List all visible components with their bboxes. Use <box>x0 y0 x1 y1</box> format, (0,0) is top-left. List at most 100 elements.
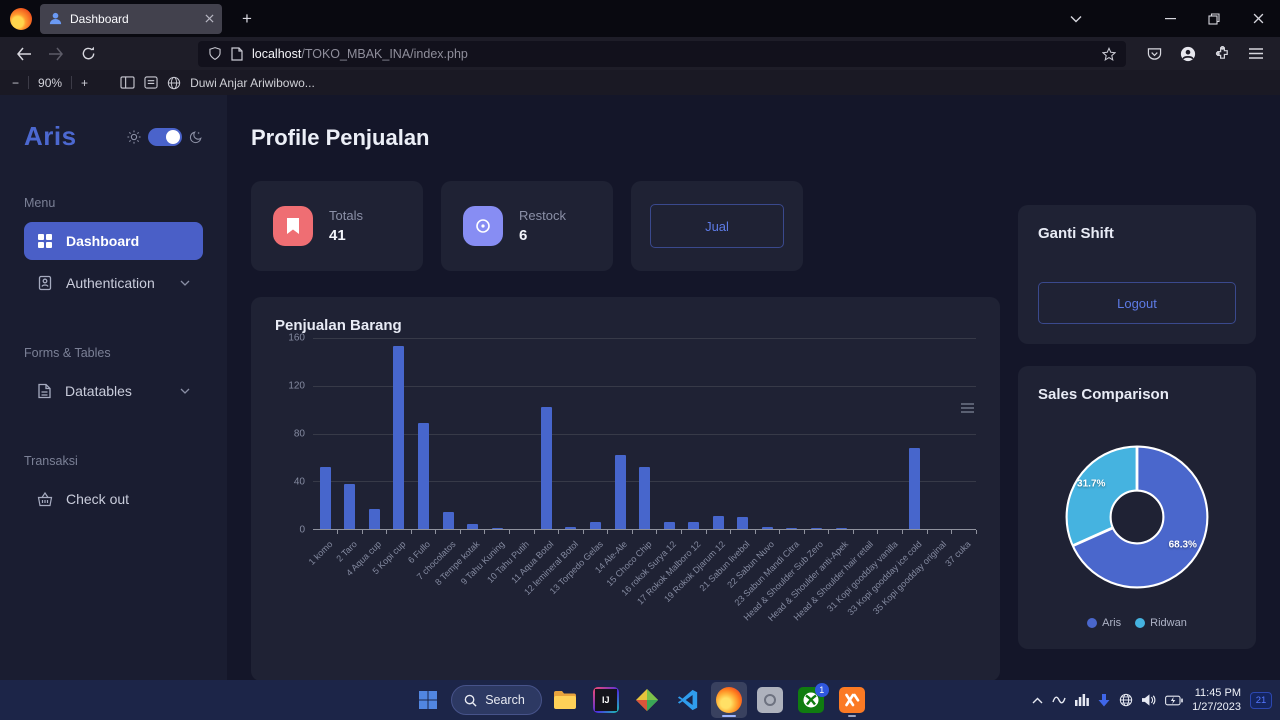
bar[interactable] <box>362 338 387 529</box>
zoom-out-button[interactable]: − <box>12 75 20 90</box>
tray-histogram-icon[interactable] <box>1075 694 1089 706</box>
vscode-icon[interactable] <box>670 682 706 718</box>
x-axis-label: 8 Tempe kotak <box>433 530 485 626</box>
tray-download-arrow-icon[interactable] <box>1098 693 1110 707</box>
bar[interactable] <box>927 338 952 529</box>
window-restore-button[interactable] <box>1192 0 1236 37</box>
bar[interactable] <box>632 338 657 529</box>
chevron-down-icon <box>180 280 190 286</box>
bar[interactable] <box>731 338 756 529</box>
bar[interactable] <box>878 338 903 529</box>
legend-dot <box>1087 618 1098 628</box>
gray-app-icon[interactable] <box>752 682 788 718</box>
bar[interactable] <box>780 338 805 529</box>
bar[interactable] <box>608 338 633 529</box>
y-axis-tick: 0 <box>299 524 305 536</box>
reader-notes-icon[interactable] <box>144 76 158 89</box>
bar[interactable] <box>485 338 510 529</box>
bar[interactable] <box>952 338 977 529</box>
jual-card: Jual <box>631 181 803 271</box>
sidebar-item-datatables[interactable]: Datatables <box>24 372 203 410</box>
firefox-logo-icon <box>10 7 32 30</box>
account-icon[interactable] <box>1174 41 1202 67</box>
y-axis-tick: 40 <box>293 476 305 488</box>
bar[interactable] <box>804 338 829 529</box>
bar[interactable] <box>829 338 854 529</box>
bar[interactable] <box>706 338 731 529</box>
xbox-icon[interactable]: 1 <box>793 682 829 718</box>
donut-chart[interactable]: 31.7% 68.3% <box>1049 429 1225 605</box>
url-bar[interactable]: localhost/TOKO_MBAK_INA/index.php <box>198 40 1126 67</box>
tray-speaker-icon[interactable] <box>1142 694 1156 706</box>
bar[interactable] <box>411 338 436 529</box>
sidebar-section-menu: Menu <box>24 196 56 210</box>
chart-menu-icon[interactable] <box>961 403 974 413</box>
new-tab-button[interactable]: + <box>242 8 252 28</box>
bar[interactable] <box>460 338 485 529</box>
ganti-shift-card: Ganti Shift Logout <box>1018 205 1256 344</box>
page-info-icon[interactable] <box>231 46 243 61</box>
window-close-button[interactable] <box>1236 0 1280 37</box>
bar[interactable] <box>681 338 706 529</box>
bar[interactable] <box>583 338 608 529</box>
x-axis-label: 14 Ale-Ale <box>593 530 633 626</box>
ganti-shift-title: Ganti Shift <box>1038 225 1114 242</box>
extensions-puzzle-icon[interactable] <box>1208 41 1236 67</box>
xampp-icon[interactable] <box>834 682 870 718</box>
bar[interactable] <box>338 338 363 529</box>
tray-squiggle-icon[interactable] <box>1052 695 1066 705</box>
xbox-notification-badge: 1 <box>814 683 829 697</box>
bar[interactable] <box>387 338 412 529</box>
zoom-in-button[interactable]: + <box>81 75 89 90</box>
tray-network-globe-icon[interactable] <box>1119 693 1133 707</box>
firefox-taskbar-icon[interactable] <box>710 682 747 718</box>
diamond-app-icon[interactable] <box>629 682 665 718</box>
bar[interactable] <box>903 338 928 529</box>
start-button[interactable] <box>410 682 446 718</box>
shield-icon[interactable] <box>208 46 222 61</box>
tray-battery-icon[interactable] <box>1165 695 1183 706</box>
tab-close-icon[interactable] <box>205 14 214 23</box>
back-button[interactable] <box>10 41 38 67</box>
jual-button[interactable]: Jual <box>650 204 784 248</box>
bar[interactable] <box>657 338 682 529</box>
x-axis-label: 4 Aqua cup <box>345 530 387 626</box>
sidebar-item-label: Dashboard <box>66 233 140 249</box>
browser-tab-dashboard[interactable]: Dashboard <box>40 3 222 34</box>
dark-mode-toggle[interactable] <box>148 127 182 146</box>
sidebar-item-dashboard[interactable]: Dashboard <box>24 222 203 260</box>
bookmark-star-icon[interactable] <box>1102 46 1116 61</box>
taskbar-clock[interactable]: 11:45 PM 1/27/2023 <box>1192 686 1241 714</box>
zoom-level[interactable]: 90% <box>38 75 63 90</box>
bookmark-item[interactable]: Duwi Anjar Ariwibowo... <box>190 75 315 90</box>
bar[interactable] <box>313 338 338 529</box>
reload-button[interactable] <box>74 41 102 67</box>
intellij-idea-icon[interactable]: IJ <box>588 682 624 718</box>
bar[interactable] <box>510 338 535 529</box>
notification-count-badge[interactable]: 21 <box>1250 691 1272 709</box>
bar[interactable] <box>534 338 559 529</box>
sidebar-item-checkout[interactable]: Check out <box>24 480 203 518</box>
pocket-icon[interactable] <box>1140 41 1168 67</box>
menu-hamburger-icon[interactable] <box>1242 41 1270 67</box>
bar[interactable] <box>755 338 780 529</box>
legend-dot <box>1135 618 1146 628</box>
legend-item-aris[interactable]: Aris <box>1087 617 1121 629</box>
bar[interactable] <box>853 338 878 529</box>
window-minimize-button[interactable] <box>1148 0 1192 37</box>
logout-button[interactable]: Logout <box>1038 282 1236 324</box>
sidebar-toggle-icon[interactable] <box>120 76 135 89</box>
app-logo[interactable]: Aris <box>24 121 77 151</box>
file-explorer-icon[interactable] <box>547 682 583 718</box>
sidebar-item-authentication[interactable]: Authentication <box>24 264 203 302</box>
taskbar-search[interactable]: Search <box>451 685 542 715</box>
list-tabs-chevron-icon[interactable] <box>1056 0 1096 37</box>
legend-item-ridwan[interactable]: Ridwan <box>1135 617 1187 629</box>
sidebar: Aris Menu Dashboard Authentication <box>0 95 227 680</box>
bar[interactable] <box>436 338 461 529</box>
forward-button[interactable] <box>42 41 70 67</box>
tray-chevron-up-icon[interactable] <box>1032 697 1043 704</box>
x-axis-label: 35 Kopi goodday original <box>871 530 952 626</box>
bar[interactable] <box>559 338 584 529</box>
x-axis-labels: 1 komo 2 Taro 4 Aqua cup 5 Kopi cup 6 Fullo 7… <box>306 530 977 626</box>
